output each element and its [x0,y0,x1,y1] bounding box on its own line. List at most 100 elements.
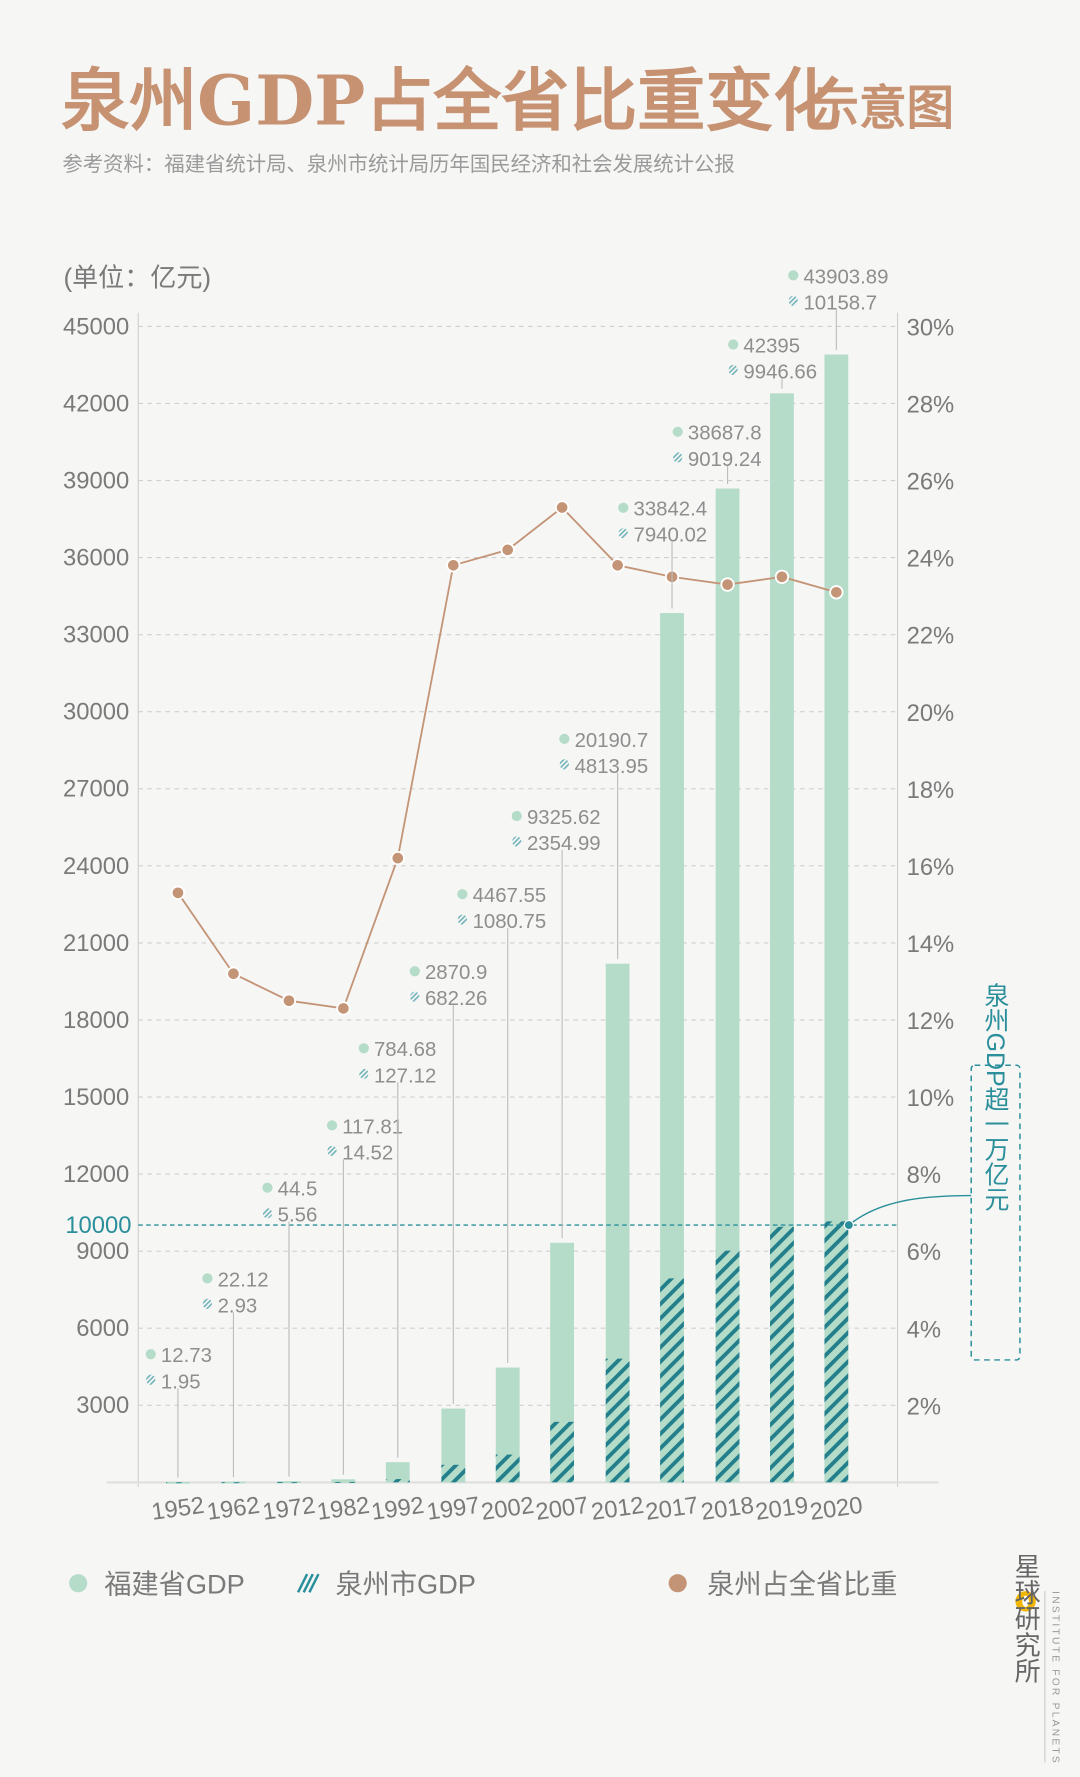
right-tick-label: 6% [907,1239,941,1266]
right-tick-label: 8% [907,1162,941,1189]
x-tick-label: 2007 [534,1492,590,1526]
x-tick-label: 2017 [644,1492,700,1526]
share-point [281,993,297,1008]
value-label-fujian: 2870.9 [425,962,487,984]
source-note: 参考资料：福建省统计局、泉州市统计局历年国民经济和社会发展统计公报 [62,153,734,176]
left-tick-label: 45000 [63,313,129,340]
hatch-icon [410,991,420,1002]
x-tick-label: 1982 [315,1492,371,1526]
value-label-fujian: 784.68 [374,1039,436,1061]
data-labels: 12.73 1.95 22.12 2.93 44.5 5.56 117.81 14.52 784… [145,266,888,1478]
value-label-quanzhou: 1080.75 [473,911,547,933]
legend: 福建省GDP 泉州市GDP 泉州占全省比重 [69,1568,897,1599]
left-tick-label: 36000 [63,545,129,572]
bars [166,354,849,1484]
right-tick-label: 4% [907,1316,941,1343]
value-label-fujian: 44.5 [278,1179,318,1201]
mint-dot-icon [145,1349,156,1360]
x-tick-label: 2020 [808,1492,864,1526]
mint-dot-icon [728,339,739,350]
bar-quanzhou-gdp [605,1358,630,1483]
share-point [390,850,405,866]
hatch-icon [146,1374,156,1385]
right-tick-label: 18% [907,777,955,804]
logo-english: INSTITUTE FOR PLANETS [1050,1591,1061,1765]
hatch-icon [512,836,522,847]
value-label-fujian: 33842.4 [633,499,707,521]
share-point [336,1001,351,1016]
value-label-quanzhou: 1.95 [161,1371,201,1393]
bar-fujian-gdp [605,963,630,1483]
value-label-quanzhou: 14.52 [342,1142,393,1164]
left-tick-label: 9000 [76,1238,129,1265]
annotation-text: 泉州GDP超一万亿元 [981,983,1009,1212]
left-axis-ticks: 3000 6000 9000 12000 15000 18000 21000 24000 270… [63,313,129,1419]
chart-title-suffix: 示意图 [811,81,954,137]
mint-dot-icon [618,502,629,513]
bar-quanzhou-gdp [277,1482,301,1484]
bar-fujian-gdp [715,488,740,1483]
value-label-fujian: 4467.55 [473,885,547,907]
hatch-icon [673,452,683,463]
bar-quanzhou-gdp [441,1464,466,1483]
left-tick-label: 27000 [63,776,129,803]
bar-quanzhou-gdp [660,1278,684,1483]
right-tick-label: 26% [907,469,955,496]
legend-item-share[interactable]: 泉州占全省比重 [668,1568,898,1599]
right-tick-label: 28% [907,392,955,419]
legend-label: 泉州占全省比重 [707,1568,897,1599]
left-tick-label: 3000 [76,1392,129,1419]
left-tick-label: 24000 [63,853,129,880]
right-tick-label: 22% [907,623,955,650]
left-tick-label: 30000 [63,699,129,726]
threshold-label: 10000 [65,1212,131,1239]
mint-dot-icon [358,1043,369,1054]
bar-quanzhou-gdp [715,1250,740,1483]
value-label-quanzhou: 10158.7 [803,292,877,314]
right-axis-ticks: 2% 4% 6% 8% 10% 12% 14% 16% 18% 20% 22% 24% 26% 28% 30… [907,314,955,1420]
legend-item-quanzhou[interactable]: 泉州市GDP [296,1568,476,1599]
value-label-fujian: 20190.7 [575,730,649,752]
left-tick-label: 42000 [63,390,129,417]
x-tick-label: 2018 [699,1492,755,1526]
hatch-icon [559,759,569,770]
hatch-icon [618,528,628,539]
left-tick-label: 15000 [63,1084,129,1111]
bar-fujian-gdp [385,1462,410,1483]
value-label-quanzhou: 2.93 [218,1295,258,1317]
mint-dot-icon [409,966,420,977]
value-label-quanzhou: 4813.95 [575,756,649,778]
legend-item-fujian[interactable]: 福建省GDP [69,1568,245,1599]
value-label-fujian: 43903.89 [803,266,888,288]
share-point [720,577,735,592]
mint-dot-icon [262,1182,273,1193]
right-tick-label: 16% [907,854,955,881]
value-label-fujian: 38687.8 [688,423,762,445]
legend-label: 泉州市GDP [335,1568,475,1599]
bar-fujian-gdp [277,1481,301,1483]
value-label-quanzhou: 9946.66 [743,362,817,384]
right-tick-label: 12% [907,1008,955,1035]
left-tick-label: 12000 [63,1161,129,1188]
x-tick-label: 1992 [370,1492,426,1526]
right-tick-label: 10% [907,1085,955,1112]
mint-dot-icon [202,1273,213,1284]
right-tick-label: 14% [907,931,955,958]
hatch-icon [457,914,467,925]
right-tick-label: 24% [907,546,955,573]
value-label-quanzhou: 2354.99 [527,833,601,855]
value-label-quanzhou: 682.26 [425,988,487,1010]
x-tick-label: 1972 [261,1492,317,1526]
left-tick-label: 33000 [63,622,129,649]
value-label-quanzhou: 9019.24 [688,449,762,471]
logo-name: 星球研究所 [1011,1553,1041,1683]
bar-quanzhou-gdp [495,1454,520,1483]
bar-quanzhou-gdp [550,1421,574,1483]
annotation-callout: 泉州GDP超一万亿元 [843,983,1021,1361]
share-point [774,569,790,584]
mint-dot-icon [457,889,468,900]
value-label-fujian: 12.73 [161,1345,212,1367]
bar-quanzhou-gdp [770,1226,794,1483]
share-point [500,542,515,558]
